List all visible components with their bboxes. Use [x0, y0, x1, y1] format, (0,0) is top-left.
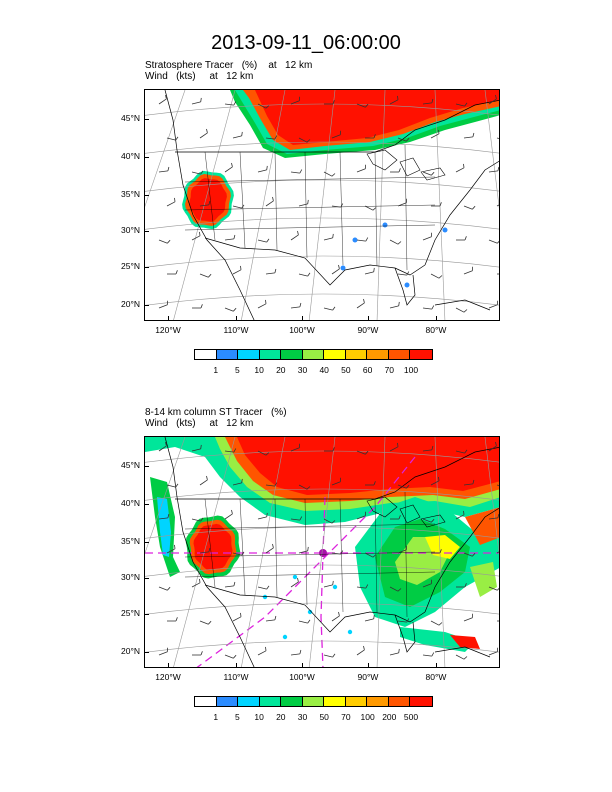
lon-tick: [168, 316, 169, 321]
bottom-colorbar: [194, 696, 433, 707]
lat-tick: [144, 267, 149, 268]
colorbar-label: 50: [341, 365, 351, 375]
colorbar-label: 60: [362, 365, 373, 375]
colorbar-swatch: [281, 350, 303, 359]
colorbar-label: 1: [213, 365, 219, 375]
colorbar-label: 40: [319, 365, 329, 375]
lat-tick: [144, 614, 149, 615]
lon-label: 110°W: [223, 325, 249, 335]
bottom-map: [144, 436, 500, 668]
lat-label: 35°N: [121, 536, 140, 546]
lat-tick: [144, 578, 149, 579]
colorbar-swatch: [216, 350, 239, 359]
lon-label: 110°W: [223, 672, 249, 682]
colorbar-swatch: [281, 697, 303, 706]
lon-tick: [168, 663, 169, 668]
colorbar-label: 5: [235, 712, 240, 722]
lon-tick: [436, 663, 437, 668]
lon-label: 90°W: [357, 325, 379, 335]
lat-label: 30°N: [121, 225, 140, 235]
colorbar-swatch: [238, 350, 260, 359]
lon-label: 80°W: [425, 325, 447, 335]
lat-label: 45°N: [121, 113, 140, 123]
lon-tick: [368, 316, 369, 321]
lat-label: 25°N: [121, 261, 140, 271]
colorbar-swatch: [302, 350, 325, 359]
colorbar-label: 70: [384, 365, 395, 375]
lat-label: 40°N: [121, 498, 140, 508]
colorbar-swatch: [388, 350, 411, 359]
lat-label: 20°N: [121, 299, 140, 309]
colorbar-swatch: [216, 697, 239, 706]
lat-tick: [144, 466, 149, 467]
lat-label: 30°N: [121, 572, 140, 582]
colorbar-label: 20: [276, 365, 286, 375]
colorbar-swatch: [367, 350, 389, 359]
colorbar-swatch: [238, 697, 260, 706]
lat-tick: [144, 504, 149, 505]
bottom-panel-title: 8-14 km column ST Tracer (%): [145, 407, 287, 418]
colorbar-swatch: [259, 350, 282, 359]
colorbar-swatch: [302, 697, 325, 706]
colorbar-label: 10: [254, 365, 264, 375]
colorbar-label: 200: [382, 712, 397, 722]
lat-tick: [144, 305, 149, 306]
top-panel-wind-subtitle: Wind (kts) at 12 km: [145, 71, 254, 82]
lon-tick: [302, 316, 303, 321]
top-panel-title: Stratosphere Tracer (%) at 12 km: [145, 60, 313, 71]
lat-tick: [144, 119, 149, 120]
colorbar-label: 500: [403, 712, 419, 722]
colorbar-swatch: [410, 697, 432, 706]
colorbar-swatch: [345, 697, 368, 706]
lat-label: 40°N: [121, 151, 140, 161]
colorbar-swatch: [259, 697, 282, 706]
colorbar-swatch: [410, 350, 432, 359]
lon-label: 100°W: [289, 325, 315, 335]
lon-label: 100°W: [289, 672, 315, 682]
colorbar-label: 1: [213, 712, 219, 722]
lat-tick: [144, 542, 149, 543]
lon-label: 120°W: [155, 672, 181, 682]
top-colorbar: [194, 349, 433, 360]
main-title: 2013-09-11_06:00:00: [211, 32, 401, 54]
lat-label: 25°N: [121, 608, 140, 618]
lon-tick: [236, 663, 237, 668]
colorbar-label: 100: [360, 712, 375, 722]
colorbar-label: 30: [297, 365, 308, 375]
lat-tick: [144, 195, 149, 196]
top-map: [144, 89, 500, 321]
lon-label: 120°W: [155, 325, 181, 335]
lat-label: 45°N: [121, 460, 140, 470]
colorbar-swatch: [388, 697, 411, 706]
lat-tick: [144, 652, 149, 653]
bottom-panel-wind-subtitle: Wind (kts) at 12 km: [145, 418, 254, 429]
lat-label: 20°N: [121, 646, 140, 656]
lat-label: 35°N: [121, 189, 140, 199]
colorbar-swatch: [345, 350, 368, 359]
lon-label: 90°W: [357, 672, 379, 682]
lon-tick: [302, 663, 303, 668]
colorbar-swatch: [195, 350, 217, 359]
colorbar-label: 100: [403, 365, 419, 375]
lat-tick: [144, 157, 149, 158]
colorbar-swatch: [367, 697, 389, 706]
colorbar-label: 5: [235, 365, 240, 375]
colorbar-label: 30: [297, 712, 308, 722]
colorbar-label: 50: [319, 712, 329, 722]
colorbar-swatch: [324, 697, 346, 706]
lon-tick: [368, 663, 369, 668]
colorbar-label: 20: [276, 712, 286, 722]
lon-tick: [436, 316, 437, 321]
lon-tick: [236, 316, 237, 321]
colorbar-label: 70: [341, 712, 351, 722]
lon-label: 80°W: [425, 672, 447, 682]
colorbar-swatch: [195, 697, 217, 706]
colorbar-label: 10: [254, 712, 264, 722]
lat-tick: [144, 231, 149, 232]
colorbar-swatch: [324, 350, 346, 359]
